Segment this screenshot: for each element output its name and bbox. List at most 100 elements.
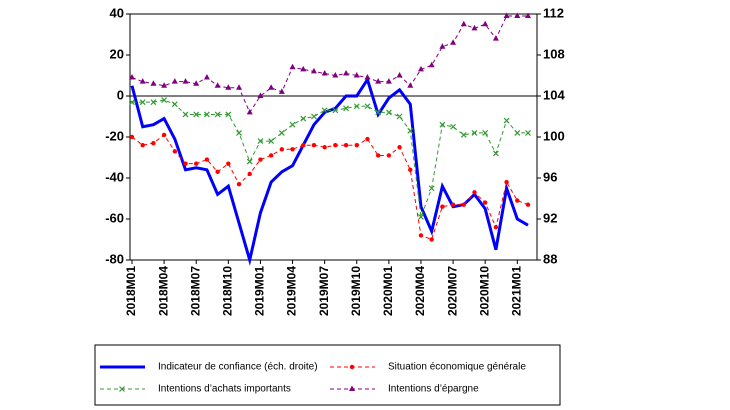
marker bbox=[515, 198, 520, 203]
marker bbox=[439, 43, 446, 49]
marker bbox=[225, 84, 232, 90]
marker bbox=[439, 121, 446, 128]
marker bbox=[492, 35, 499, 41]
marker bbox=[203, 111, 210, 118]
marker bbox=[129, 74, 135, 80]
marker bbox=[375, 78, 382, 84]
marker bbox=[385, 109, 392, 116]
marker bbox=[349, 364, 355, 370]
marker bbox=[236, 181, 242, 187]
marker bbox=[301, 143, 306, 148]
marker bbox=[300, 115, 307, 122]
marker bbox=[333, 143, 338, 148]
marker bbox=[396, 113, 403, 120]
marker bbox=[492, 150, 499, 157]
marker bbox=[493, 225, 499, 230]
x-tick-label: 2018M10 bbox=[220, 266, 234, 316]
marker bbox=[429, 237, 434, 242]
marker bbox=[183, 161, 188, 166]
marker bbox=[471, 129, 478, 136]
marker bbox=[343, 105, 349, 112]
y2-tick-label: 96 bbox=[543, 169, 557, 184]
marker bbox=[311, 113, 317, 120]
marker bbox=[407, 82, 414, 88]
marker bbox=[332, 72, 339, 78]
marker bbox=[161, 97, 168, 104]
marker bbox=[503, 12, 510, 19]
marker bbox=[482, 20, 489, 27]
marker bbox=[214, 82, 221, 88]
legend-label: Indicateur de confiance (éch. droite) bbox=[158, 362, 318, 373]
marker bbox=[417, 65, 424, 72]
marker bbox=[460, 20, 467, 27]
y2-tick-label: 88 bbox=[543, 251, 557, 266]
y-tick-label: 40 bbox=[110, 5, 124, 20]
marker bbox=[140, 143, 145, 148]
legend-box bbox=[94, 344, 561, 406]
y-tick-label: -20 bbox=[105, 128, 124, 143]
y-tick-label: -40 bbox=[105, 169, 124, 184]
y2-tick-label: 112 bbox=[543, 5, 564, 20]
marker bbox=[482, 200, 488, 205]
y-tick-label: 0 bbox=[117, 87, 124, 102]
marker bbox=[268, 138, 275, 145]
legend-label: Intentions d’achats importants bbox=[158, 384, 291, 395]
marker bbox=[119, 386, 125, 392]
marker bbox=[311, 143, 317, 148]
marker bbox=[504, 179, 509, 185]
marker bbox=[161, 132, 167, 138]
marker bbox=[471, 24, 478, 31]
x-tick-label: 2019M04 bbox=[285, 266, 299, 316]
marker bbox=[139, 99, 146, 106]
marker bbox=[236, 84, 243, 90]
x-tick-label: 2018M07 bbox=[188, 266, 202, 316]
marker bbox=[193, 80, 200, 86]
marker bbox=[482, 129, 489, 136]
marker bbox=[408, 167, 413, 172]
legend-label: Situation économique générale bbox=[388, 362, 526, 373]
marker bbox=[364, 74, 371, 80]
marker bbox=[279, 147, 285, 152]
marker bbox=[450, 39, 457, 45]
marker bbox=[321, 107, 328, 114]
marker bbox=[514, 129, 521, 136]
marker bbox=[300, 65, 307, 72]
marker bbox=[151, 140, 156, 146]
marker bbox=[321, 69, 328, 76]
marker bbox=[139, 78, 146, 84]
marker bbox=[365, 136, 370, 142]
marker bbox=[246, 108, 253, 115]
marker bbox=[129, 99, 135, 106]
marker bbox=[385, 78, 392, 84]
marker bbox=[397, 145, 402, 150]
marker bbox=[171, 78, 178, 84]
marker bbox=[440, 204, 445, 209]
marker bbox=[268, 84, 275, 90]
y-tick-label: -80 bbox=[105, 251, 124, 266]
marker bbox=[214, 111, 221, 118]
x-tick-label: 2021M01 bbox=[509, 266, 523, 316]
marker bbox=[268, 153, 274, 158]
marker bbox=[322, 145, 327, 150]
x-tick-label: 2020M10 bbox=[477, 266, 491, 316]
x-tick-label: 2020M01 bbox=[381, 266, 395, 316]
marker bbox=[258, 157, 263, 162]
marker bbox=[289, 63, 296, 70]
marker bbox=[418, 214, 424, 220]
x-tick-label: 2020M04 bbox=[413, 266, 427, 316]
x-tick-label: 2018M01 bbox=[124, 266, 138, 316]
marker bbox=[396, 72, 403, 78]
marker bbox=[364, 103, 371, 110]
x-tick-label: 2019M10 bbox=[349, 266, 363, 316]
marker bbox=[236, 129, 242, 136]
marker bbox=[172, 149, 178, 154]
marker bbox=[450, 202, 456, 207]
marker bbox=[182, 78, 189, 84]
x-tick-label: 2019M07 bbox=[317, 266, 331, 316]
marker bbox=[194, 161, 199, 166]
marker bbox=[257, 138, 264, 145]
marker bbox=[278, 129, 285, 136]
x-tick-label: 2018M04 bbox=[156, 266, 170, 316]
x-tick-label: 2019M01 bbox=[253, 266, 267, 316]
